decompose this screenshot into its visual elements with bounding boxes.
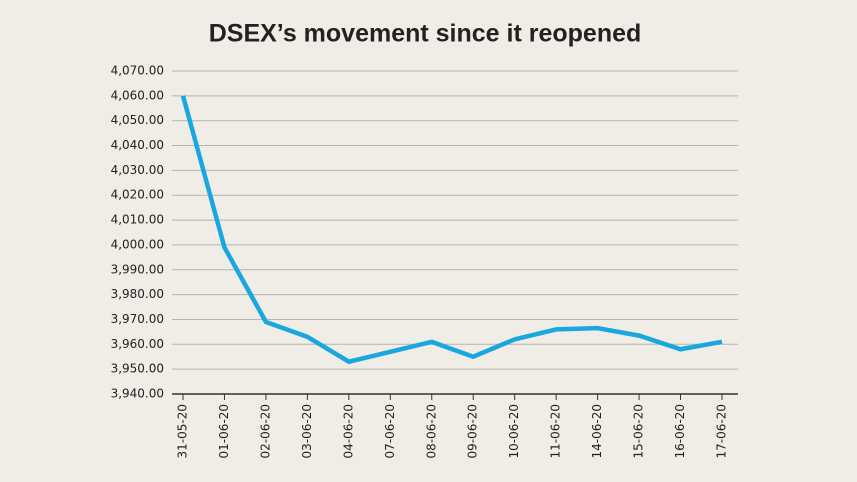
x-tick-label: 31-05-20: [176, 404, 190, 458]
y-tick-label: 3,940.00: [111, 387, 164, 401]
y-tick-label: 4,020.00: [111, 188, 164, 202]
y-tick-label: 3,980.00: [111, 287, 164, 301]
x-tick-label: 03-06-20: [300, 404, 314, 458]
y-tick-label: 3,990.00: [111, 262, 164, 276]
x-tick-label: 16-06-20: [673, 404, 687, 458]
y-tick-label: 4,010.00: [111, 213, 164, 227]
x-tick-label: 14-06-20: [590, 404, 604, 458]
x-tick-label: 09-06-20: [466, 404, 480, 458]
x-tick-label: 15-06-20: [632, 404, 646, 458]
y-tick-label: 4,070.00: [111, 64, 164, 78]
y-tick-label: 4,040.00: [111, 138, 164, 152]
x-tick-label: 04-06-20: [341, 404, 355, 458]
x-tick-label: 17-06-20: [715, 404, 729, 458]
y-tick-label: 4,030.00: [111, 163, 164, 177]
y-tick-label: 4,060.00: [111, 88, 164, 102]
data-line: [180, 95, 723, 365]
x-tick-label: 02-06-20: [258, 404, 272, 458]
x-tick-label: 10-06-20: [507, 404, 521, 458]
y-tick-label: 3,950.00: [111, 362, 164, 376]
y-tick-label: 4,050.00: [111, 113, 164, 127]
x-tick-label: 01-06-20: [217, 404, 231, 458]
x-tick-label: 11-06-20: [549, 404, 563, 458]
y-tick-label: 4,000.00: [111, 237, 164, 251]
y-tick-label: 3,970.00: [111, 312, 164, 326]
x-tick-label: 08-06-20: [424, 404, 438, 458]
x-tick-label: 07-06-20: [383, 404, 397, 458]
y-tick-label: 3,960.00: [111, 337, 164, 351]
chart-title: DSEX’s movement since it reopened: [209, 20, 642, 48]
